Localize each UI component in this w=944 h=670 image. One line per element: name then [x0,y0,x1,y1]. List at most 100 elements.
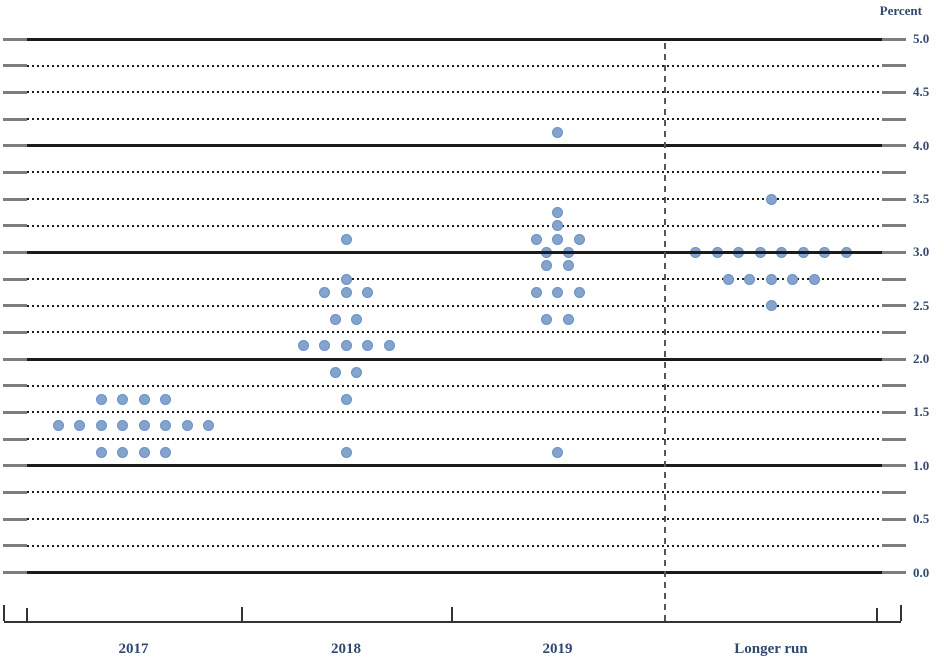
gridline-solid-5.00 [3,37,906,41]
projection-dot [362,340,373,352]
gridline-cap-left [3,277,27,281]
projection-separator-line [664,43,666,623]
projection-dot [160,446,172,458]
projection-dot [562,260,574,272]
projection-dot [138,420,150,432]
projection-dot [319,340,330,352]
gridline-cap-left [3,304,27,308]
gridline-dotted-0.75 [27,491,882,494]
projection-dot [552,233,563,245]
gridline-cap-left [3,571,27,574]
projection-dot [52,420,64,432]
gridline-cap-left [3,117,27,121]
projection-dot [340,286,352,298]
projection-dot [552,286,563,298]
y-axis-tick-label: 1.0 [913,457,930,473]
gridline-cap-right [882,304,906,308]
x-axis-tick [876,608,878,621]
gridline-dotted-4.25 [27,118,882,121]
gridline-cap-left [3,330,27,334]
projection-dot [765,300,777,312]
gridline-cap-right [882,490,906,494]
x-axis-tick [241,607,243,621]
gridline-cap-right [882,224,906,228]
gridline-cap-right [882,64,906,68]
projection-dot [765,273,777,285]
projection-dot [552,126,563,138]
projection-dot [340,233,352,245]
projection-dot [319,286,330,298]
projection-dot [552,206,563,218]
gridline-cap-right [882,90,906,94]
x-axis-label-2017: 2017 [118,641,149,657]
projection-dot [138,446,150,458]
projection-dot [297,340,309,352]
projection-dot [562,313,574,325]
projection-dot [340,273,352,285]
gridline-cap-left [3,224,27,228]
gridline-dotted-0.25 [27,544,882,547]
projection-dot [74,420,86,432]
projection-dot [362,286,373,298]
gridline-cap-left [3,410,27,414]
projection-dot [808,273,820,285]
gridline-dotted-1.75 [27,384,882,387]
gridline-dotted-3.25 [27,224,882,227]
gridline-cap-right [882,37,906,41]
y-axis-tick-label: 3.5 [913,191,930,207]
projection-dot [552,446,563,458]
gridline-cap-right [882,144,906,148]
x-axis-baseline [4,621,901,623]
projection-dot [351,366,363,378]
gridline-cap-right [882,384,906,388]
projection-dot [181,420,193,432]
y-axis-tick-label: 0.5 [913,511,930,527]
gridline-cap-right [882,117,906,121]
gridline-solid-4.00 [3,144,906,148]
gridline-dotted-2.50 [27,304,882,307]
gridline-dotted-2.25 [27,331,882,334]
gridline-cap-right [882,464,906,468]
y-axis-unit-label: Percent [879,3,922,18]
gridline-dotted-3.75 [27,171,882,174]
gridline-cap-left [3,64,27,68]
x-axis-label-longer-run: Longer run [734,641,808,657]
y-axis-tick-label: 2.0 [913,351,930,367]
gridline-cap-left [3,197,27,201]
projection-dot [530,233,542,245]
gridline-cap-left [3,517,27,521]
projection-dot [765,193,777,205]
y-axis-tick-label: 5.0 [913,31,930,46]
gridline-solid-3.00 [3,250,906,254]
projection-dot [117,393,129,405]
projection-dot [95,420,107,432]
x-axis-tick [451,607,453,621]
gridline-dotted-2.75 [27,278,882,281]
gridline-cap-right [882,437,906,441]
projection-dot [329,313,341,325]
gridline-dotted-1.50 [27,411,882,414]
y-axis-tick-label: 4.5 [913,84,930,100]
gridline-cap-right [882,410,906,414]
projection-dot [160,420,172,432]
projection-dot [530,286,542,298]
gridline-cap-right [882,517,906,521]
gridline-cap-left [3,37,27,41]
gridline-cap-right [882,330,906,334]
gridline-cap-right [882,277,906,281]
gridline-dotted-4.50 [27,91,882,94]
gridline-cap-left [3,437,27,441]
projection-dot [744,273,755,285]
projection-dot [552,220,563,232]
gridline-solid-0.00 [3,571,906,574]
gridline-cap-left [3,144,27,148]
y-axis-tick-label: 1.5 [913,404,930,420]
projection-dot [329,366,341,378]
y-axis-tick-label: 4.0 [913,137,930,153]
x-axis-tick [3,605,5,621]
gridline-dotted-0.50 [27,518,882,521]
gridline-cap-right [882,357,906,361]
gridline-cap-right [882,571,906,574]
gridline-cap-left [3,170,27,174]
